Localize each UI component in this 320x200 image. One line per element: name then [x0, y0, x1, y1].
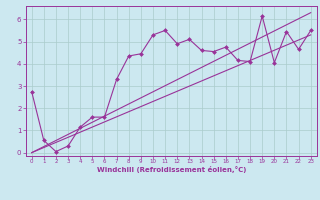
X-axis label: Windchill (Refroidissement éolien,°C): Windchill (Refroidissement éolien,°C): [97, 166, 246, 173]
